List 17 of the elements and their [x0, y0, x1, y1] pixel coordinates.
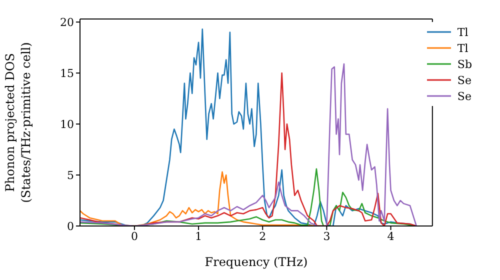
y-tick-label: 20 [60, 16, 74, 29]
legend-label: Se [457, 90, 472, 102]
y-tick-label: 5 [67, 168, 74, 182]
x-tick-label: 0 [130, 230, 138, 243]
legend-label: Se [457, 74, 472, 86]
x-tick-label: 1 [195, 230, 202, 243]
x-tick-label: 2 [259, 230, 266, 243]
y-tick-label: 0 [67, 220, 74, 233]
legend-label: Tl [457, 26, 468, 38]
x-axis-title: Frequency (THz) [204, 255, 308, 269]
y-tick-label: 15 [60, 66, 74, 80]
y-axis-title: Phonon projected DOS (States/THz·primitive cell) [3, 42, 33, 203]
legend-label: Tl [457, 42, 468, 54]
x-tick-label: 4 [387, 230, 394, 243]
x-tick-label: 3 [323, 230, 330, 243]
y-tick-label: 10 [60, 118, 74, 131]
legend-label: Sb [457, 58, 472, 70]
